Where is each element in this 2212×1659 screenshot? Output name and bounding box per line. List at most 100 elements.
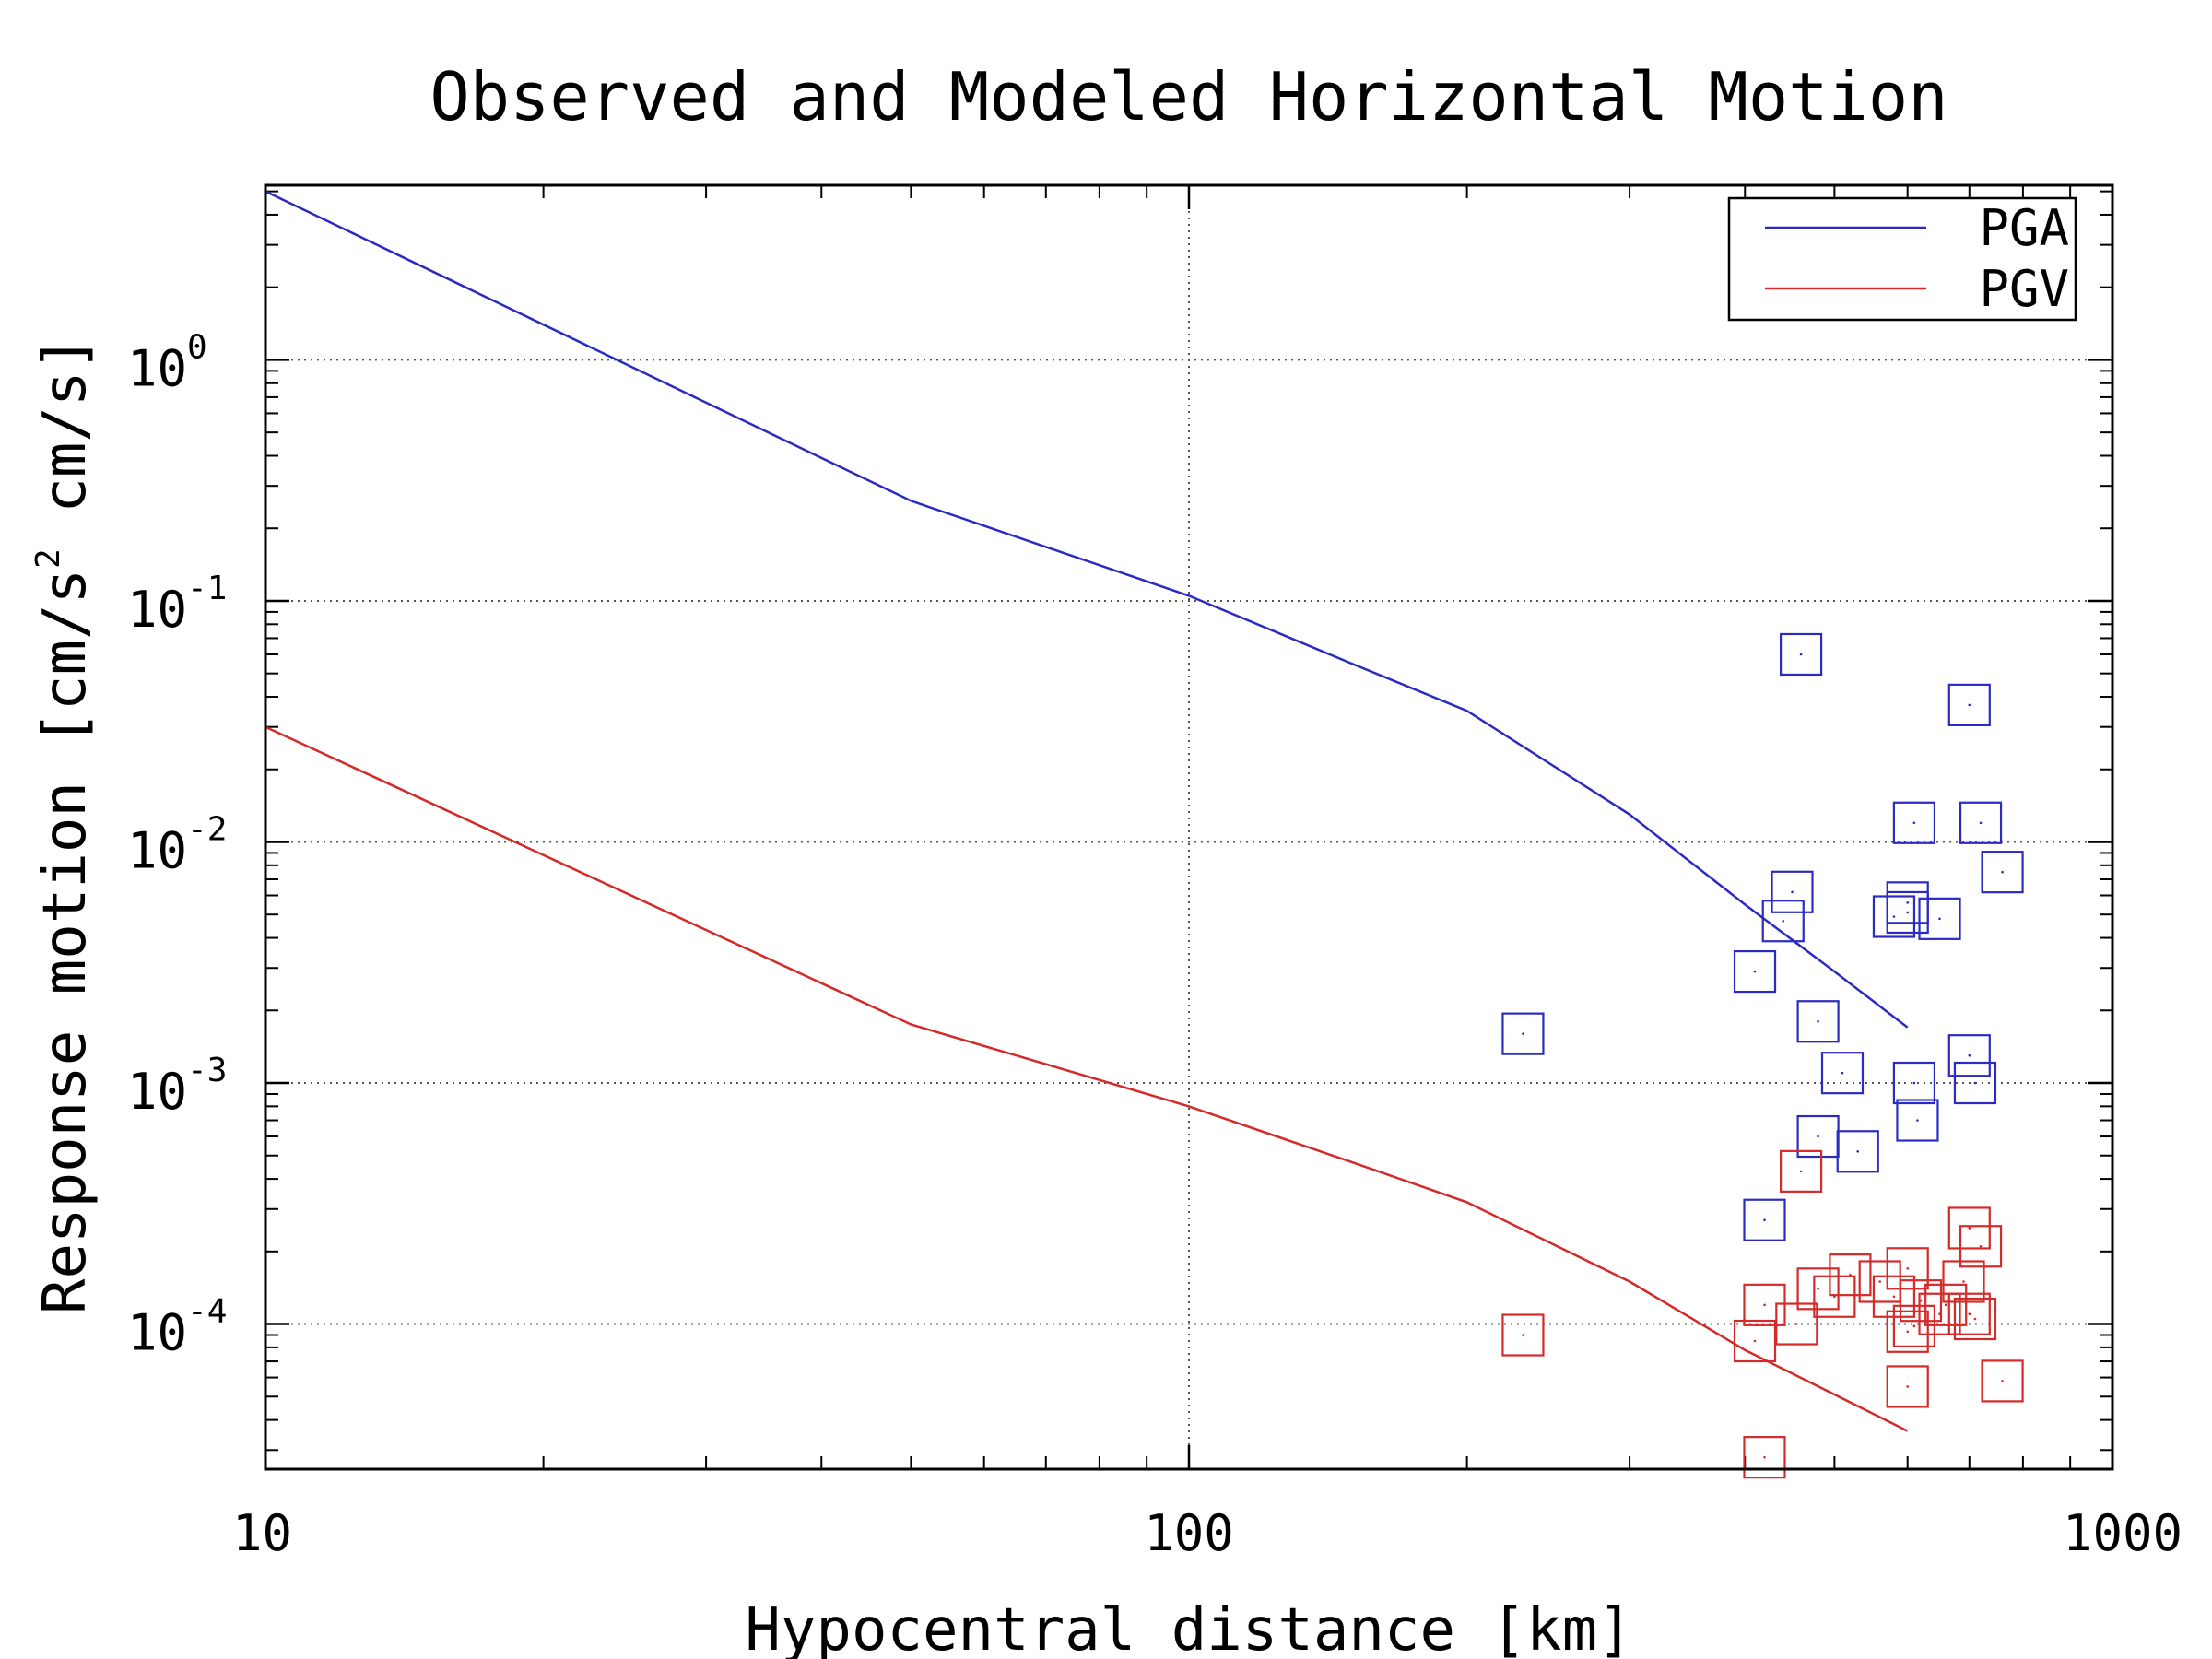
y-axis-label-exponent: 2 bbox=[29, 548, 67, 569]
marker-2-5 bbox=[1796, 1000, 1840, 1043]
marker-3-7 bbox=[1829, 1253, 1872, 1297]
marker-center-2-6 bbox=[1841, 1071, 1844, 1075]
marker-2-6 bbox=[1820, 1052, 1865, 1095]
series-layer bbox=[265, 190, 1909, 1432]
marker-center-3-15 bbox=[1944, 1303, 1947, 1307]
marker-center-3-21 bbox=[2001, 1380, 2004, 1382]
marker-center-2-9 bbox=[1763, 1218, 1766, 1222]
marker-3-16 bbox=[1942, 1260, 1985, 1303]
marker-3-14 bbox=[1918, 1292, 1961, 1335]
marker-2-18 bbox=[1981, 851, 2024, 894]
chart-title: Observed and Modeled Horizontal Motion bbox=[429, 58, 1947, 135]
marker-3-20 bbox=[1947, 1206, 1991, 1250]
grid bbox=[265, 185, 2112, 1469]
y-tick-label-exponent: -1 bbox=[187, 570, 227, 607]
marker-center-2-5 bbox=[1817, 1019, 1819, 1023]
y-tick-label-base: 10 bbox=[127, 821, 187, 879]
x-tick-label-2: 1000 bbox=[2063, 1504, 2183, 1562]
marker-center-3-2 bbox=[1763, 1303, 1766, 1307]
legend-box bbox=[1727, 196, 2077, 322]
marker-center-2-0 bbox=[1522, 1032, 1524, 1035]
legend-label-pga: PGA bbox=[1979, 199, 2069, 257]
marker-center-3-11 bbox=[1906, 1330, 1910, 1334]
y-tick-label-base: 10 bbox=[127, 1063, 187, 1121]
x-axis-label: Hypocentral distance [km] bbox=[745, 1596, 1632, 1659]
marker-center-3-5 bbox=[1817, 1288, 1819, 1290]
marker-center-2-17 bbox=[1979, 821, 1983, 825]
marker-center-3-18 bbox=[1973, 1317, 1977, 1321]
marker-2-4 bbox=[1733, 949, 1777, 994]
y-axis-label-part-2: cm/s] bbox=[31, 335, 100, 548]
marker-center-2-14 bbox=[1938, 917, 1941, 921]
legend-label-pgv: PGV bbox=[1979, 260, 2069, 318]
marker-center-2-2 bbox=[1791, 890, 1794, 894]
marker-center-2-21 bbox=[1906, 901, 1910, 904]
x-tick-label-1: 100 bbox=[1144, 1504, 1234, 1562]
marker-3-18 bbox=[1953, 1297, 1997, 1341]
marker-center-2-19 bbox=[1968, 1053, 1971, 1057]
marker-center-2-8 bbox=[1856, 1149, 1860, 1153]
y-tick-label-0: 100 bbox=[127, 328, 207, 397]
marker-3-17 bbox=[1947, 1292, 1991, 1335]
marker-center-3-4 bbox=[1795, 1323, 1798, 1325]
marker-center-2-7 bbox=[1817, 1135, 1819, 1138]
markers-layer bbox=[1501, 632, 2024, 1479]
x-tick-labels: 10 100 1000 bbox=[232, 1504, 2183, 1562]
y-tick-label-base: 10 bbox=[127, 1304, 187, 1362]
y-axis-label: Response motion [cm/s2 cm/s] bbox=[29, 335, 100, 1314]
y-tick-label-exponent: 0 bbox=[187, 328, 207, 366]
marker-center-3-3 bbox=[1753, 1339, 1757, 1343]
marker-2-12 bbox=[1892, 801, 1936, 844]
marker-center-3-7 bbox=[1849, 1273, 1852, 1277]
y-tick-label-2: 10-2 bbox=[127, 810, 227, 879]
marker-center-3-0 bbox=[1522, 1334, 1524, 1336]
marker-3-4 bbox=[1775, 1302, 1818, 1346]
marker-3-1 bbox=[1779, 1149, 1823, 1193]
marker-center-3-12 bbox=[1912, 1324, 1916, 1328]
y-tick-label-exponent: -4 bbox=[187, 1293, 227, 1331]
y-tick-label-3: 10-3 bbox=[127, 1052, 227, 1121]
marker-3-2 bbox=[1743, 1283, 1786, 1326]
marker-center-3-22 bbox=[1906, 1385, 1910, 1388]
marker-center-2-20 bbox=[1973, 1081, 1977, 1085]
legend: PGA PGV bbox=[1727, 196, 2077, 322]
marker-2-2 bbox=[1771, 870, 1814, 913]
marker-2-15 bbox=[1892, 1061, 1936, 1105]
marker-3-22 bbox=[1886, 1365, 1929, 1408]
series-line-pgv bbox=[265, 725, 1909, 1432]
marker-3-10 bbox=[1886, 1247, 1929, 1290]
marker-2-1 bbox=[1779, 632, 1823, 677]
y-tick-label-exponent: -3 bbox=[187, 1052, 227, 1089]
y-axis-label-part-1: Response motion [cm/s bbox=[31, 569, 100, 1314]
y-tick-label-4: 10-4 bbox=[127, 1293, 227, 1362]
marker-2-10 bbox=[1872, 895, 1916, 938]
series-line-pga bbox=[265, 190, 1909, 1029]
marker-3-5 bbox=[1796, 1267, 1840, 1311]
marker-center-3-17 bbox=[1968, 1312, 1971, 1316]
y-tick-label-base: 10 bbox=[127, 581, 187, 639]
marker-3-13 bbox=[1899, 1279, 1943, 1323]
marker-2-9 bbox=[1743, 1198, 1786, 1241]
marker-3-15 bbox=[1924, 1283, 1968, 1326]
marker-3-6 bbox=[1813, 1275, 1856, 1318]
marker-3-21 bbox=[1981, 1359, 2024, 1403]
marker-center-2-1 bbox=[1799, 653, 1803, 656]
marker-center-3-19 bbox=[1979, 1244, 1983, 1248]
marker-2-20 bbox=[1953, 1061, 1997, 1105]
marker-3-0 bbox=[1501, 1313, 1545, 1357]
y-tick-label-base: 10 bbox=[127, 339, 187, 397]
marker-center-3-14 bbox=[1938, 1312, 1941, 1316]
marker-center-2-13 bbox=[1916, 1119, 1919, 1122]
marker-center-3-9 bbox=[1892, 1295, 1896, 1299]
marker-2-17 bbox=[1959, 801, 2003, 844]
marker-center-3-16 bbox=[1962, 1280, 1965, 1283]
y-tick-label-1: 10-1 bbox=[127, 570, 227, 639]
marker-2-21 bbox=[1886, 881, 1929, 924]
marker-center-2-4 bbox=[1753, 970, 1757, 973]
marker-2-8 bbox=[1836, 1130, 1879, 1173]
marker-center-2-10 bbox=[1892, 915, 1896, 918]
x-tick-label-0: 10 bbox=[232, 1504, 292, 1562]
marker-center-3-8 bbox=[1878, 1280, 1881, 1283]
marker-3-23 bbox=[1743, 1436, 1786, 1479]
